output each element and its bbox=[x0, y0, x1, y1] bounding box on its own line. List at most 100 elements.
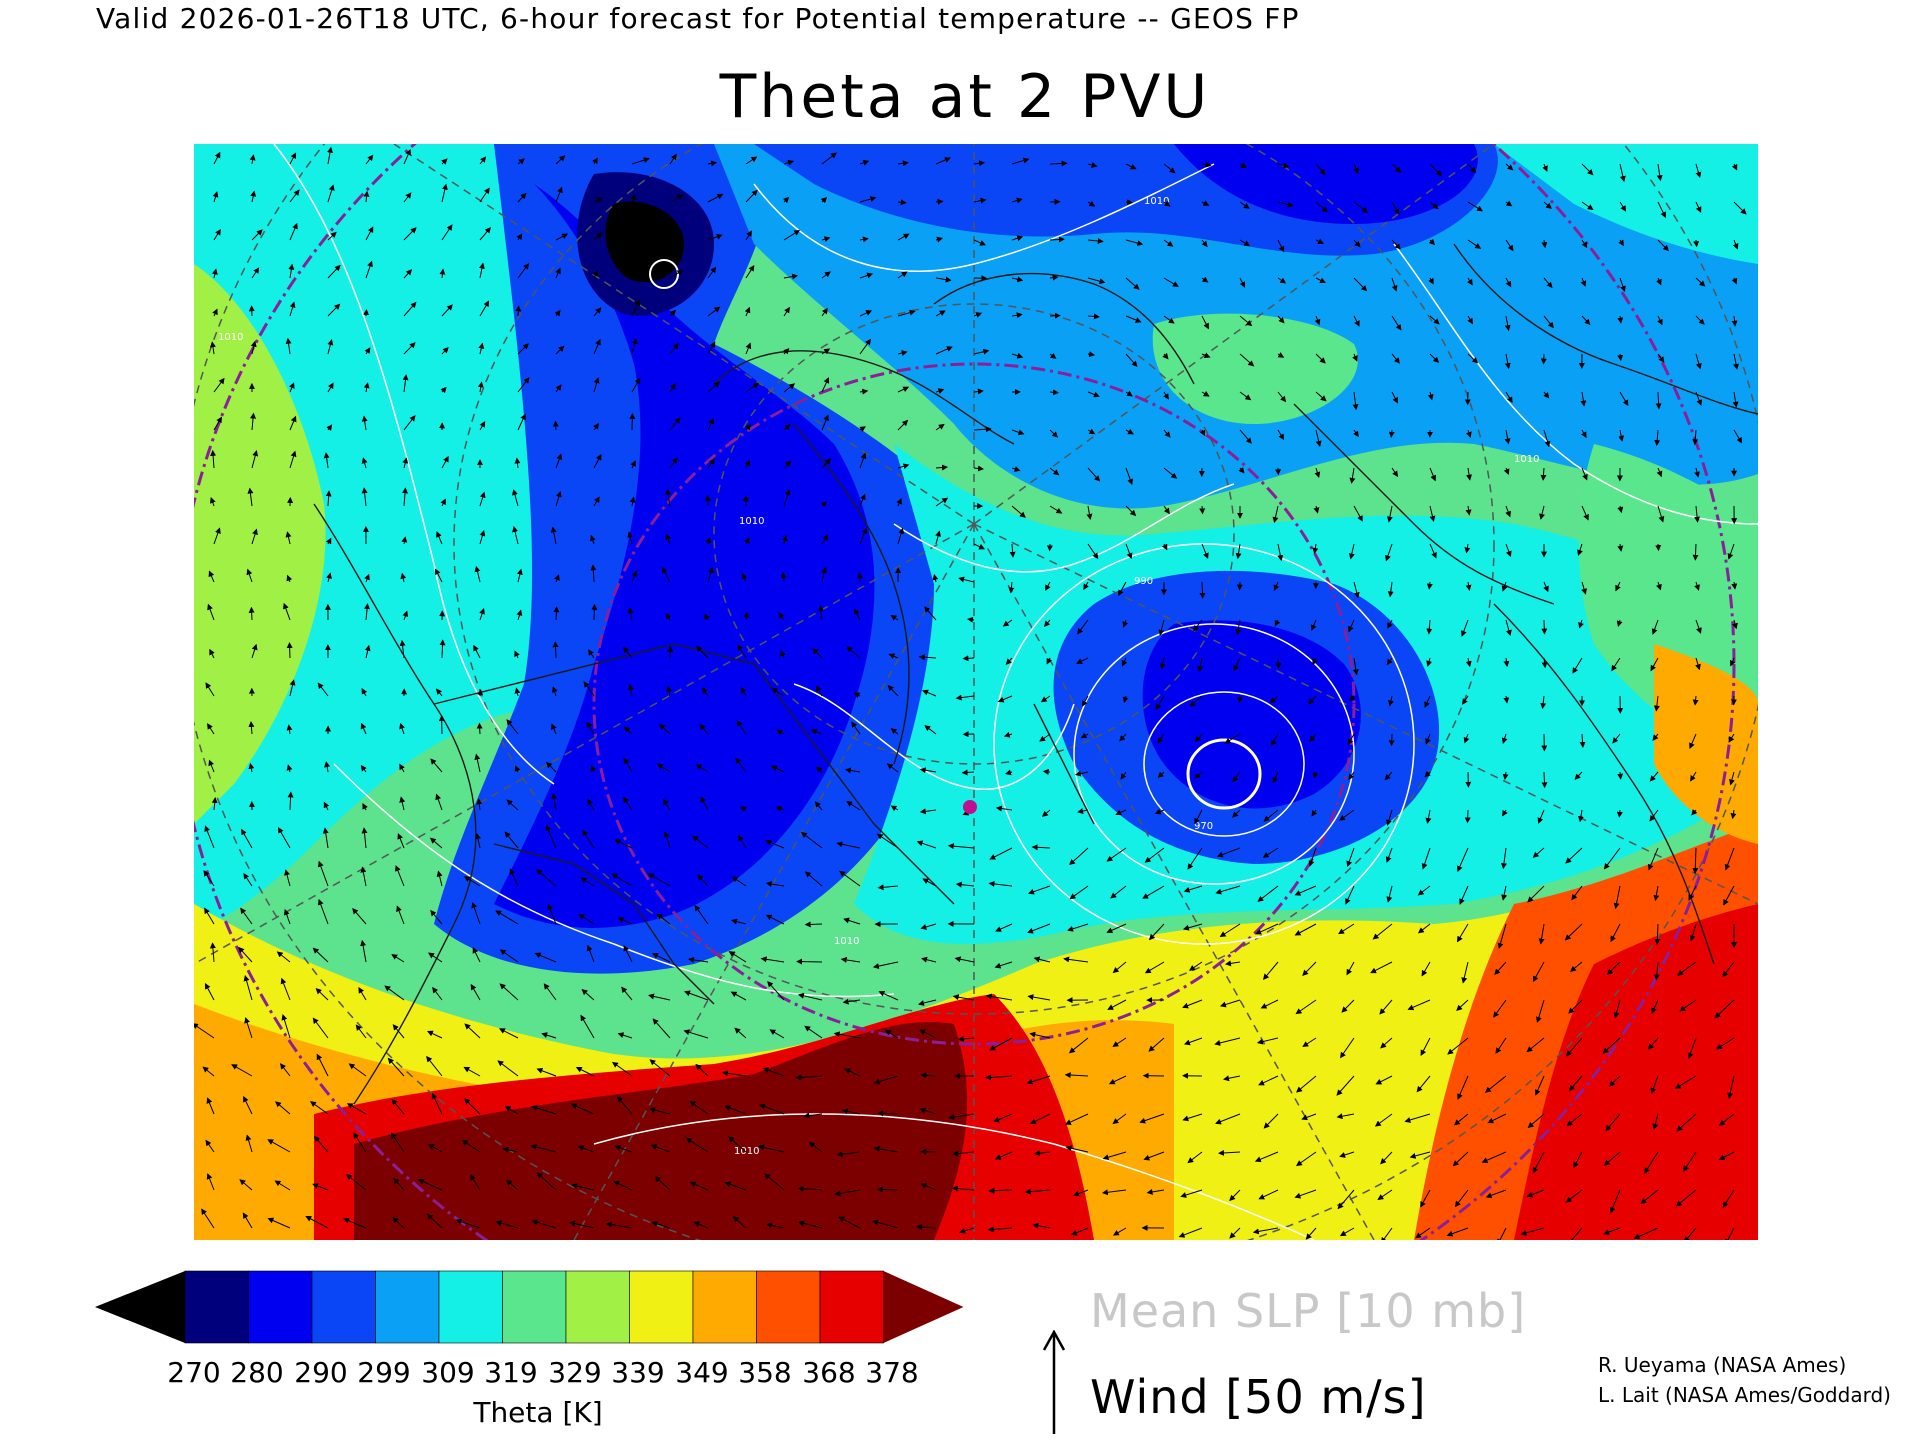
wind-vector bbox=[1420, 1189, 1431, 1208]
wind-vector bbox=[586, 721, 595, 735]
wind-vector bbox=[1067, 923, 1089, 932]
wind-vector bbox=[859, 310, 873, 317]
wind-vector bbox=[1188, 961, 1203, 971]
wind-vector bbox=[326, 424, 333, 431]
wind-vector bbox=[286, 642, 293, 659]
colorbar-tick-label: 290 bbox=[294, 1356, 348, 1389]
wind-vector bbox=[1467, 353, 1479, 364]
wind-vector bbox=[238, 946, 253, 963]
wind-vector bbox=[973, 160, 986, 167]
wind-vector bbox=[821, 534, 829, 545]
wind-vector bbox=[1494, 961, 1507, 976]
wind-vector bbox=[820, 500, 828, 508]
wind-vector bbox=[1005, 657, 1013, 665]
wind-vector bbox=[1581, 581, 1587, 595]
wind-vector bbox=[1073, 1189, 1089, 1197]
wind-vector bbox=[1657, 505, 1665, 523]
wind-vector bbox=[1617, 505, 1624, 514]
wind-vector bbox=[897, 271, 908, 279]
wind-vector bbox=[392, 1216, 405, 1229]
wind-vector bbox=[360, 722, 367, 735]
wind-vector bbox=[1652, 733, 1659, 741]
wind-vector bbox=[743, 611, 750, 621]
wind-vector bbox=[1656, 581, 1662, 591]
wind-vector bbox=[530, 1144, 557, 1153]
wind-vector bbox=[402, 610, 409, 621]
wind-vector bbox=[1676, 961, 1697, 976]
wind-vector bbox=[478, 262, 485, 279]
wind-vector bbox=[1391, 239, 1401, 250]
wind-vector bbox=[1679, 999, 1697, 1012]
wind-vector bbox=[775, 806, 785, 812]
wind-vector bbox=[551, 686, 558, 697]
wind-vector bbox=[1353, 201, 1369, 214]
wind-vector bbox=[1727, 1075, 1735, 1099]
wind-vector bbox=[1543, 429, 1551, 448]
wind-vector bbox=[1348, 619, 1355, 633]
wind-vector bbox=[1239, 239, 1251, 247]
wind-vector bbox=[1046, 657, 1053, 665]
wind-vector bbox=[1695, 163, 1702, 179]
wind-vector bbox=[1108, 1075, 1127, 1085]
wind-vector bbox=[464, 1098, 481, 1115]
wind-vector bbox=[1675, 1189, 1697, 1207]
wind-vector bbox=[669, 457, 678, 469]
wind-vector bbox=[797, 1185, 823, 1192]
wind-vector bbox=[955, 881, 975, 888]
wind-vector bbox=[1353, 581, 1360, 599]
wind-vector bbox=[545, 824, 557, 849]
wind-vector bbox=[798, 1220, 823, 1229]
wind-vector bbox=[473, 644, 481, 659]
wind-vector bbox=[1692, 543, 1699, 561]
isobar-label: 990 bbox=[1134, 576, 1153, 587]
wind-vector bbox=[669, 194, 684, 203]
wind-vector bbox=[1651, 619, 1659, 635]
wind-vector bbox=[815, 685, 823, 697]
wind-vector bbox=[1380, 1151, 1393, 1165]
wind-vector bbox=[1263, 1113, 1279, 1129]
wind-vector bbox=[743, 537, 750, 545]
wind-vector bbox=[250, 412, 257, 431]
wind-vector bbox=[1695, 391, 1703, 406]
wind-vector bbox=[919, 1029, 937, 1039]
wind-vector bbox=[783, 488, 791, 507]
wind-vector bbox=[251, 267, 260, 279]
wind-vector bbox=[1540, 695, 1547, 710]
wind-vector bbox=[204, 907, 215, 925]
wind-vector bbox=[1274, 619, 1281, 627]
wind-vector bbox=[1574, 771, 1583, 780]
wind-vector bbox=[1101, 1189, 1127, 1196]
wind-vector bbox=[363, 382, 370, 393]
wind-vector bbox=[517, 158, 525, 165]
wind-vector bbox=[1421, 847, 1431, 870]
wind-vector bbox=[614, 1145, 633, 1153]
wind-vector bbox=[1309, 733, 1317, 743]
wind-vector bbox=[577, 1145, 595, 1153]
wind-vector bbox=[288, 263, 295, 279]
wind-vector bbox=[514, 687, 521, 697]
wind-vector bbox=[1277, 239, 1285, 253]
wind-vector bbox=[707, 266, 717, 279]
wind-vector bbox=[821, 152, 837, 165]
wind-vector bbox=[1616, 619, 1623, 627]
wind-vector bbox=[1041, 809, 1051, 817]
wind-vector bbox=[402, 374, 409, 393]
wind-vector bbox=[1087, 238, 1104, 244]
wind-vector bbox=[783, 306, 790, 317]
wind-vector bbox=[318, 860, 329, 887]
wind-vector bbox=[593, 338, 601, 355]
wind-vector bbox=[1112, 961, 1127, 974]
wind-vector bbox=[208, 759, 215, 773]
wind-vector bbox=[1731, 315, 1738, 327]
wind-vector bbox=[1087, 351, 1096, 358]
wind-vector bbox=[312, 947, 329, 963]
wind-vector bbox=[289, 301, 296, 317]
colorbar-cell bbox=[756, 1270, 821, 1344]
wind-vector bbox=[961, 769, 975, 776]
wind-vector bbox=[517, 192, 527, 203]
wind-vector bbox=[1236, 581, 1243, 591]
colorbar-cell bbox=[502, 1270, 567, 1344]
wind-vector bbox=[810, 728, 823, 735]
wind-vector bbox=[512, 525, 519, 545]
wind-vector bbox=[204, 825, 215, 849]
